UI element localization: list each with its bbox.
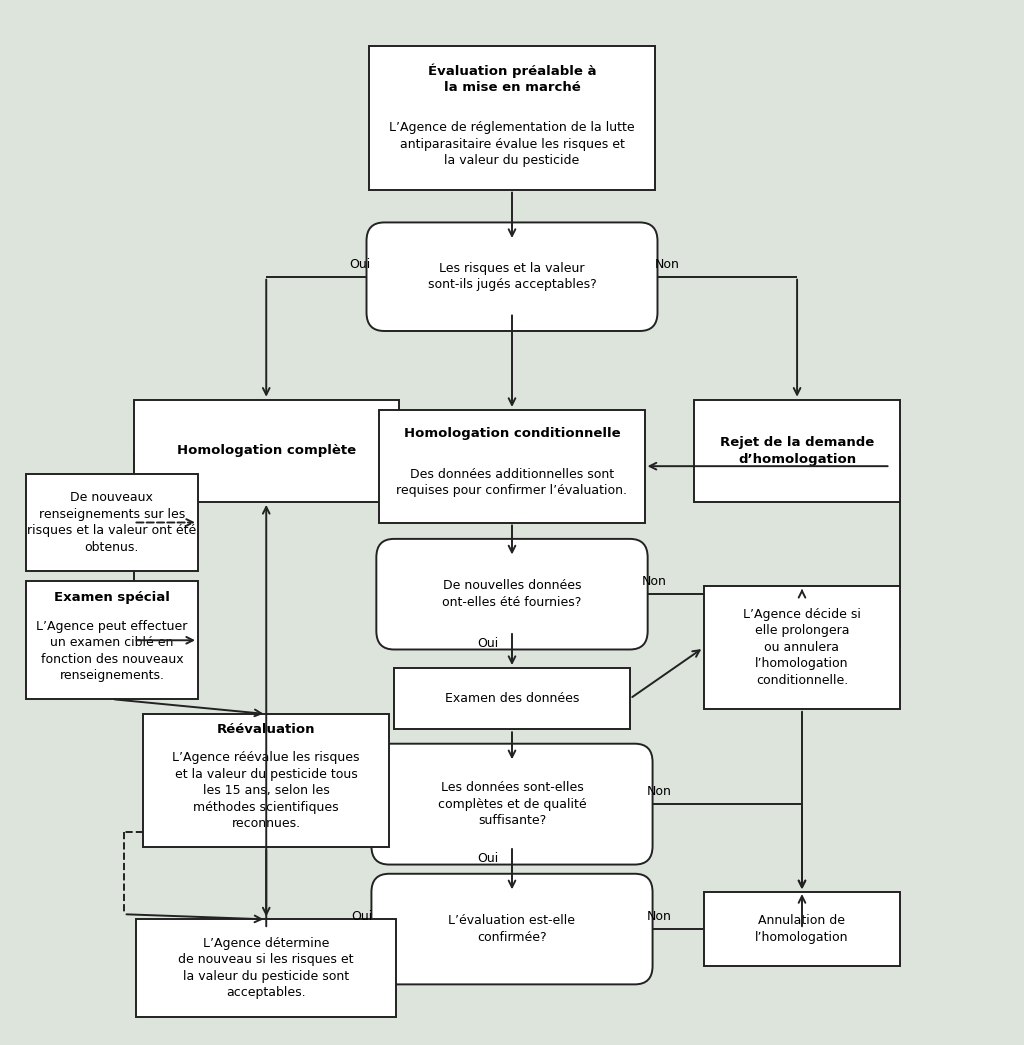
Text: Examen spécial: Examen spécial: [54, 590, 170, 604]
Text: Non: Non: [647, 786, 672, 798]
FancyBboxPatch shape: [26, 473, 198, 572]
Text: L’Agence détermine
de nouveau si les risques et
la valeur du pesticide sont
acce: L’Agence détermine de nouveau si les ris…: [178, 936, 354, 999]
FancyBboxPatch shape: [133, 399, 399, 502]
Text: De nouvelles données
ont-elles été fournies?: De nouvelles données ont-elles été fourn…: [442, 579, 582, 609]
FancyBboxPatch shape: [372, 874, 652, 984]
FancyBboxPatch shape: [694, 399, 900, 502]
FancyBboxPatch shape: [703, 586, 900, 709]
Text: Oui: Oui: [351, 910, 372, 924]
Text: Non: Non: [655, 258, 680, 271]
Text: Homologation conditionnelle: Homologation conditionnelle: [403, 427, 621, 441]
Text: Rejet de la demande
d’homologation: Rejet de la demande d’homologation: [720, 436, 874, 466]
Text: L’évaluation est-elle
confirmée?: L’évaluation est-elle confirmée?: [449, 914, 575, 944]
Text: Non: Non: [647, 910, 672, 924]
Text: Réévaluation: Réévaluation: [217, 723, 315, 736]
Text: Les données sont-elles
complètes et de qualité
suffisante?: Les données sont-elles complètes et de q…: [437, 781, 587, 828]
Text: L’Agence réévalue les risques
et la valeur du pesticide tous
les 15 ans, selon l: L’Agence réévalue les risques et la vale…: [172, 751, 360, 831]
Text: Évaluation préalable à
la mise en marché: Évaluation préalable à la mise en marché: [428, 64, 596, 94]
FancyBboxPatch shape: [143, 714, 389, 847]
Text: L’Agence peut effectuer
un examen ciblé en
fonction des nouveaux
renseignements.: L’Agence peut effectuer un examen ciblé …: [36, 620, 187, 682]
Text: L’Agence décide si
elle prolongera
ou annulera
l’homologation
conditionnelle.: L’Agence décide si elle prolongera ou an…: [743, 608, 861, 687]
Text: Oui: Oui: [349, 258, 371, 271]
Text: Oui: Oui: [477, 852, 498, 865]
Text: L’Agence de réglementation de la lutte
antiparasitaire évalue les risques et
la : L’Agence de réglementation de la lutte a…: [389, 121, 635, 167]
FancyBboxPatch shape: [370, 46, 654, 190]
FancyBboxPatch shape: [372, 744, 652, 864]
Text: Non: Non: [642, 576, 667, 588]
FancyBboxPatch shape: [703, 892, 900, 966]
Text: Homologation complète: Homologation complète: [177, 444, 355, 458]
FancyBboxPatch shape: [367, 223, 657, 331]
FancyBboxPatch shape: [136, 920, 396, 1017]
Text: Des données additionnelles sont
requises pour confirmer l’évaluation.: Des données additionnelles sont requises…: [396, 467, 628, 497]
Text: Examen des données: Examen des données: [444, 692, 580, 705]
FancyBboxPatch shape: [394, 668, 630, 729]
FancyBboxPatch shape: [377, 539, 647, 650]
Text: Oui: Oui: [477, 636, 498, 650]
FancyBboxPatch shape: [379, 410, 645, 522]
Text: De nouveaux
renseignements sur les
risques et la valeur ont été
obtenus.: De nouveaux renseignements sur les risqu…: [28, 491, 197, 554]
Text: Annulation de
l’homologation: Annulation de l’homologation: [756, 914, 849, 944]
FancyBboxPatch shape: [26, 581, 198, 699]
Text: Les risques et la valeur
sont-ils jugés acceptables?: Les risques et la valeur sont-ils jugés …: [428, 262, 596, 292]
